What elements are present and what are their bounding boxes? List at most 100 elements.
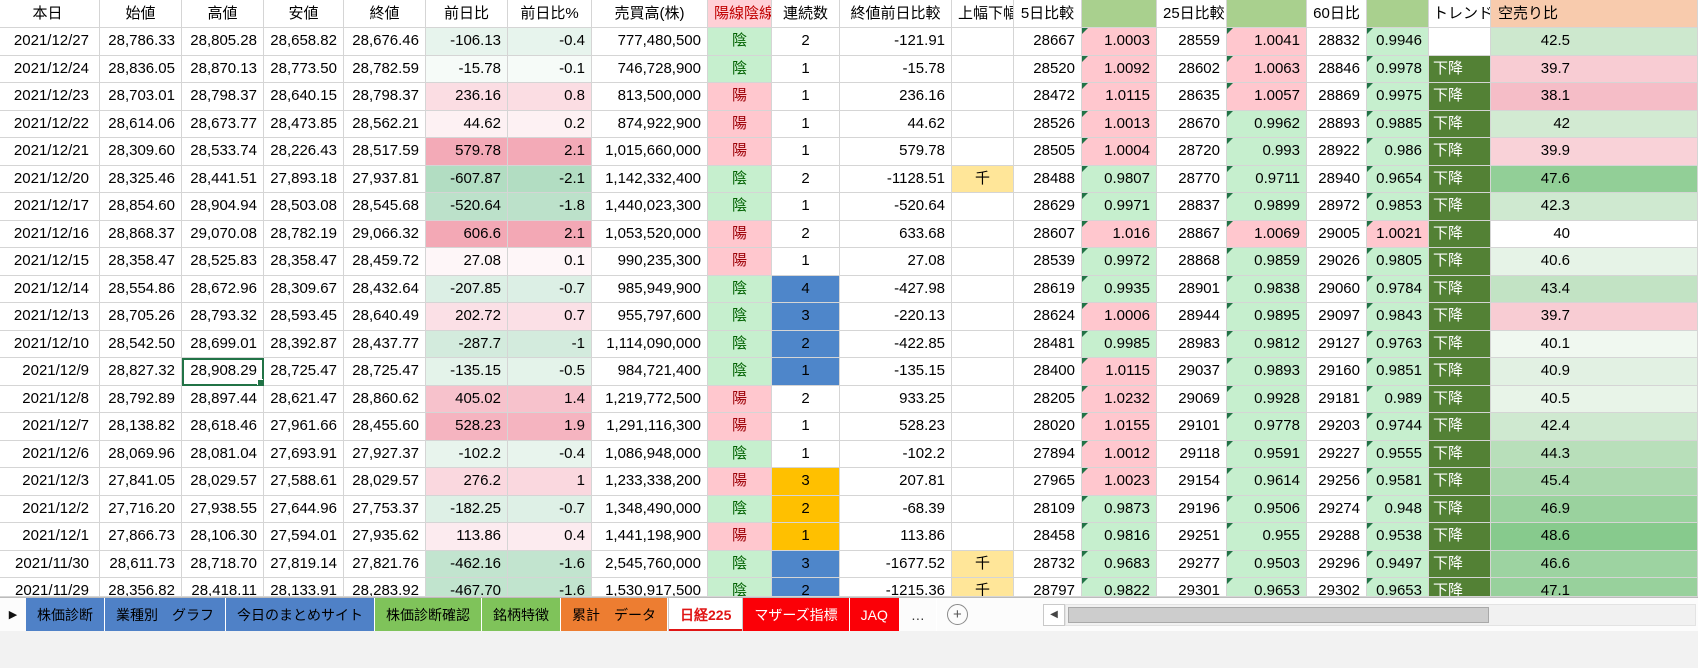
cell-streak[interactable]: 3 xyxy=(772,468,840,496)
column-header-chg[interactable]: 前日比 xyxy=(426,0,508,28)
cell-open[interactable]: 28,542.50 xyxy=(100,330,182,358)
cell-d60[interactable]: 29227 xyxy=(1307,440,1367,468)
cell-chg[interactable]: -102.2 xyxy=(426,440,508,468)
cell-close[interactable]: 28,455.60 xyxy=(344,413,426,441)
cell-pct[interactable]: -1 xyxy=(508,330,592,358)
cell-range[interactable] xyxy=(952,138,1014,166)
cell-open[interactable]: 28,854.60 xyxy=(100,193,182,221)
column-header-streak[interactable]: 連続数 xyxy=(772,0,840,28)
cell-date[interactable]: 2021/12/10 xyxy=(0,330,100,358)
cell-open[interactable]: 27,866.73 xyxy=(100,523,182,551)
cell-d25r[interactable]: 1.0041 xyxy=(1227,28,1307,56)
cell-streak[interactable]: 2 xyxy=(772,220,840,248)
cell-d5r[interactable]: 1.0004 xyxy=(1082,138,1157,166)
cell-d60[interactable]: 29288 xyxy=(1307,523,1367,551)
cell-d25[interactable]: 28720 xyxy=(1157,138,1227,166)
cell-d5r[interactable]: 0.9816 xyxy=(1082,523,1157,551)
cell-low[interactable]: 28,133.91 xyxy=(264,578,344,597)
scroll-left-icon[interactable]: ◀ xyxy=(1043,603,1065,626)
cell-high[interactable]: 28,081.04 xyxy=(182,440,264,468)
cell-d60r[interactable]: 0.9784 xyxy=(1367,275,1429,303)
cell-candle[interactable]: 陽 xyxy=(708,385,772,413)
cell-range[interactable] xyxy=(952,413,1014,441)
cell-short[interactable]: 43.4 xyxy=(1491,275,1698,303)
cell-vol[interactable]: 1,440,023,300 xyxy=(592,193,708,221)
cell-high[interactable]: 29,070.08 xyxy=(182,220,264,248)
cell-d5[interactable]: 28488 xyxy=(1014,165,1082,193)
cell-d5[interactable]: 28472 xyxy=(1014,83,1082,111)
cell-high[interactable]: 28,718.70 xyxy=(182,550,264,578)
cell-low[interactable]: 27,819.14 xyxy=(264,550,344,578)
cell-d5[interactable]: 28624 xyxy=(1014,303,1082,331)
cell-short[interactable]: 38.1 xyxy=(1491,83,1698,111)
cell-d60r[interactable]: 0.948 xyxy=(1367,495,1429,523)
cell-short[interactable]: 40 xyxy=(1491,220,1698,248)
cell-d25r[interactable]: 0.9591 xyxy=(1227,440,1307,468)
cell-d5[interactable]: 28520 xyxy=(1014,55,1082,83)
cell-d25[interactable]: 28868 xyxy=(1157,248,1227,276)
column-header-cmp[interactable]: 終値前日比較 xyxy=(840,0,952,28)
cell-d25[interactable]: 28770 xyxy=(1157,165,1227,193)
cell-d60[interactable]: 29097 xyxy=(1307,303,1367,331)
cell-streak[interactable]: 1 xyxy=(772,413,840,441)
cell-range[interactable] xyxy=(952,193,1014,221)
cell-candle[interactable]: 陰 xyxy=(708,440,772,468)
cell-open[interactable]: 28,827.32 xyxy=(100,358,182,386)
cell-d25[interactable]: 29251 xyxy=(1157,523,1227,551)
cell-d5[interactable]: 28481 xyxy=(1014,330,1082,358)
cell-streak[interactable]: 4 xyxy=(772,275,840,303)
cell-d5[interactable]: 28020 xyxy=(1014,413,1082,441)
cell-pct[interactable]: -0.1 xyxy=(508,55,592,83)
column-header-d5r[interactable] xyxy=(1082,0,1157,28)
sheet-tab-2[interactable]: 業種別 グラフ xyxy=(105,598,226,631)
cell-d25[interactable]: 28901 xyxy=(1157,275,1227,303)
cell-low[interactable]: 27,594.01 xyxy=(264,523,344,551)
cell-close[interactable]: 27,821.76 xyxy=(344,550,426,578)
cell-d60r[interactable]: 0.9538 xyxy=(1367,523,1429,551)
cell-d60[interactable]: 28940 xyxy=(1307,165,1367,193)
cell-d25[interactable]: 29037 xyxy=(1157,358,1227,386)
cell-low[interactable]: 28,593.45 xyxy=(264,303,344,331)
cell-low[interactable]: 28,392.87 xyxy=(264,330,344,358)
cell-d25r[interactable]: 0.9899 xyxy=(1227,193,1307,221)
cell-vol[interactable]: 985,949,900 xyxy=(592,275,708,303)
cell-range[interactable] xyxy=(952,523,1014,551)
cell-date[interactable]: 2021/12/3 xyxy=(0,468,100,496)
cell-d60r[interactable]: 0.9851 xyxy=(1367,358,1429,386)
cell-candle[interactable]: 陰 xyxy=(708,275,772,303)
scrollbar-track[interactable] xyxy=(1065,603,1696,626)
cell-candle[interactable]: 陰 xyxy=(708,330,772,358)
cell-d25[interactable]: 29069 xyxy=(1157,385,1227,413)
cell-d60r[interactable]: 0.9978 xyxy=(1367,55,1429,83)
cell-vol[interactable]: 1,530,917,500 xyxy=(592,578,708,597)
cell-short[interactable]: 39.7 xyxy=(1491,303,1698,331)
cell-vol[interactable]: 1,348,490,000 xyxy=(592,495,708,523)
cell-range[interactable] xyxy=(952,275,1014,303)
cell-vol[interactable]: 1,114,090,000 xyxy=(592,330,708,358)
cell-candle[interactable]: 陰 xyxy=(708,578,772,597)
sheet-tab-9[interactable]: JAQ xyxy=(849,598,900,631)
column-header-short[interactable]: 空売り比 xyxy=(1491,0,1698,28)
column-header-vol[interactable]: 売買高(株) xyxy=(592,0,708,28)
cell-date[interactable]: 2021/12/9 xyxy=(0,358,100,386)
cell-range[interactable] xyxy=(952,55,1014,83)
cell-d5r[interactable]: 0.9807 xyxy=(1082,165,1157,193)
cell-high[interactable]: 28,029.57 xyxy=(182,468,264,496)
cell-high[interactable]: 28,106.30 xyxy=(182,523,264,551)
cell-chg[interactable]: 44.62 xyxy=(426,110,508,138)
cell-trend[interactable]: 下降 xyxy=(1429,523,1491,551)
cell-date[interactable]: 2021/12/21 xyxy=(0,138,100,166)
cell-date[interactable]: 2021/12/16 xyxy=(0,220,100,248)
cell-range[interactable] xyxy=(952,303,1014,331)
cell-high[interactable]: 28,525.83 xyxy=(182,248,264,276)
cell-cmp[interactable]: 44.62 xyxy=(840,110,952,138)
cell-open[interactable]: 28,836.05 xyxy=(100,55,182,83)
cell-streak[interactable]: 1 xyxy=(772,55,840,83)
cell-d5r[interactable]: 0.9971 xyxy=(1082,193,1157,221)
cell-d5r[interactable]: 1.0115 xyxy=(1082,358,1157,386)
cell-trend[interactable]: 下降 xyxy=(1429,220,1491,248)
sheet-tab-3[interactable]: 今日のまとめサイト xyxy=(226,598,375,631)
cell-d60r[interactable]: 0.9853 xyxy=(1367,193,1429,221)
cell-chg[interactable]: -520.64 xyxy=(426,193,508,221)
column-header-range[interactable]: 上幅下幅 xyxy=(952,0,1014,28)
